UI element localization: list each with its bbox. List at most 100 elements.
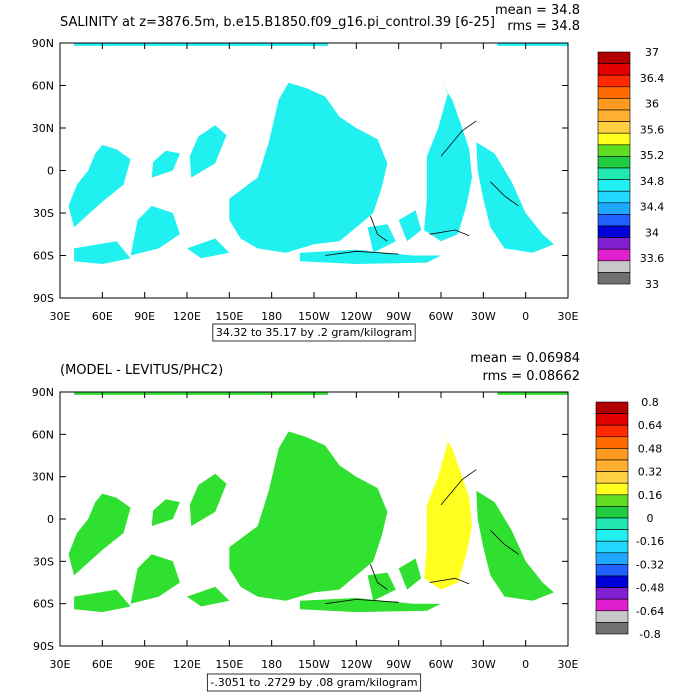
field-region (497, 43, 568, 46)
colorbar-cell (595, 587, 629, 600)
colorbar-label: -0.8 (639, 628, 660, 641)
colorbar-cell (595, 564, 629, 577)
x-tick-label: 120W (340, 658, 372, 671)
field-region (229, 431, 388, 601)
chart-title: (MODEL - LEVITUS/PHC2) (60, 363, 223, 378)
colorbar-cell (597, 98, 631, 111)
colorbar-cell (597, 121, 631, 134)
stat-mean: mean = 0.06984 (470, 351, 580, 366)
colorbar-cell (595, 610, 629, 623)
contour-line (325, 250, 399, 256)
colorbar-cell (597, 225, 631, 238)
colorbar-cell (597, 86, 631, 99)
stat-rms: rms = 34.8 (507, 19, 580, 34)
field-region (398, 210, 422, 242)
contour-line (429, 229, 470, 237)
x-tick-label: 30E (558, 658, 579, 671)
range-label: -.3051 to .2729 by .08 gram/kilogram (210, 676, 417, 689)
colorbar-label: 34 (645, 226, 659, 239)
x-tick-label: 60W (429, 310, 454, 323)
colorbar-label: 34.4 (640, 201, 665, 214)
field-region (68, 145, 131, 228)
y-tick-label: 60S (33, 598, 54, 611)
x-tick-label: 30E (50, 310, 71, 323)
field-region (424, 82, 472, 242)
x-tick-label: 30W (471, 310, 496, 323)
colorbar-cell (595, 436, 629, 449)
colorbar-cell (597, 167, 631, 180)
field-region (130, 554, 180, 604)
colorbar-cell (597, 74, 631, 88)
colorbar-label: -0.32 (636, 558, 664, 571)
x-tick-label: 120E (173, 310, 201, 323)
colorbar-cell (597, 63, 631, 76)
colorbar-label: 37 (645, 46, 659, 59)
x-tick-label: 0 (522, 310, 529, 323)
field-region (367, 224, 396, 253)
colorbar-cell (595, 506, 629, 519)
field-region (299, 249, 441, 264)
x-tick-label: 90W (386, 310, 411, 323)
colorbar-cell (597, 156, 631, 169)
x-tick-label: 60W (429, 658, 454, 671)
y-tick-label: 0 (47, 513, 54, 526)
field-region (398, 558, 422, 590)
colorbar-cell (597, 248, 631, 262)
field-region (189, 125, 227, 178)
x-tick-label: 60E (92, 658, 113, 671)
colorbar-cell (595, 540, 629, 554)
colorbar-cell (597, 237, 631, 250)
colorbar-label: -0.64 (636, 605, 664, 618)
field-region (187, 586, 230, 607)
colorbar-label: 33.6 (640, 252, 665, 265)
chart-title: SALINITY at z=3876.5m, b.e15.B1850.f09_g… (60, 15, 495, 30)
field-region (187, 238, 230, 259)
range-label: 34.32 to 35.17 by .2 gram/kilogram (216, 326, 412, 339)
field-region (151, 499, 180, 527)
x-tick-label: 60E (92, 310, 113, 323)
colorbar-label: 0.32 (638, 466, 663, 479)
field-region (74, 241, 131, 264)
colorbar-cell (595, 529, 629, 542)
x-tick-label: 90E (134, 310, 155, 323)
field-region (476, 490, 554, 601)
colorbar-label: 34.8 (640, 175, 665, 188)
colorbar-cell (597, 272, 631, 285)
x-tick-label: 90E (134, 658, 155, 671)
field-region (299, 598, 441, 613)
colorbar-label: 36.4 (640, 72, 665, 85)
field-region (476, 142, 554, 253)
colorbar-cell (597, 51, 631, 64)
contour-line (429, 577, 470, 585)
colorbar-cell (595, 401, 629, 414)
x-tick-label: 150E (215, 310, 243, 323)
field-layer (68, 43, 568, 264)
y-tick-label: 90N (32, 386, 54, 399)
colorbar-cell (595, 424, 629, 438)
x-tick-label: 150E (215, 658, 243, 671)
x-tick-label: 30E (50, 658, 71, 671)
x-tick-label: 150W (298, 310, 330, 323)
colorbar-cell (595, 459, 629, 472)
x-tick-label: 0 (522, 658, 529, 671)
field-region (424, 431, 472, 590)
field-region (74, 589, 131, 613)
y-tick-label: 60S (33, 250, 54, 263)
y-tick-label: 30S (33, 207, 54, 220)
salinity-panel: 30E 60E 90E 120E 150E 180 150W 120W 90W 60W 30W 0 30… (32, 3, 665, 342)
field-region (189, 473, 227, 527)
colorbar-cell (597, 132, 631, 146)
field-region (130, 205, 180, 256)
colorbar-cell (597, 202, 631, 215)
contour-line (440, 120, 477, 157)
colorbar-cell (595, 482, 629, 496)
stat-mean: mean = 34.8 (495, 3, 580, 18)
colorbar-cell (595, 575, 629, 588)
y-tick-label: 90S (33, 640, 54, 653)
colorbar-cell (595, 413, 629, 426)
x-tick-label: 30E (558, 310, 579, 323)
y-tick-label: 90N (32, 37, 54, 50)
range-label-box (212, 323, 416, 342)
colorbar-cell (597, 179, 631, 192)
contour-line (440, 469, 477, 506)
